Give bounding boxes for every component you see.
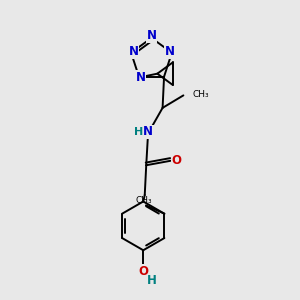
Text: H: H [147, 274, 157, 287]
Text: O: O [139, 265, 149, 278]
Text: O: O [172, 154, 182, 167]
Text: N: N [135, 71, 146, 84]
Text: CH₃: CH₃ [135, 196, 152, 205]
Text: N: N [143, 125, 153, 138]
Text: N: N [146, 29, 157, 42]
Text: H: H [134, 127, 143, 136]
Text: CH₃: CH₃ [192, 90, 209, 99]
Text: N: N [128, 45, 139, 58]
Text: N: N [164, 45, 175, 58]
